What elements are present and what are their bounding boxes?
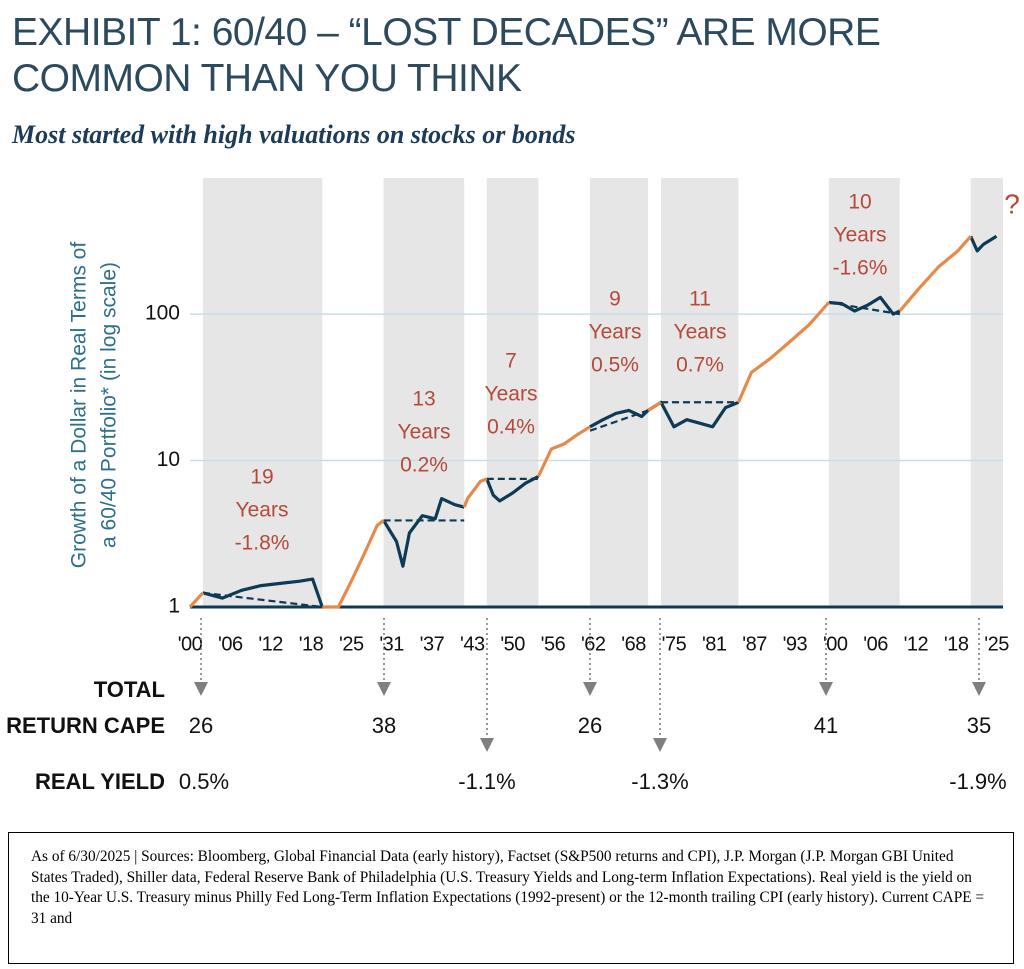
- y-tick-label: 100: [145, 302, 180, 325]
- x-tick-label: '81: [702, 633, 727, 655]
- annotation: 7: [505, 350, 517, 373]
- x-tick-label: '18: [944, 633, 969, 655]
- y-axis-title: Growth of a Dollar in Real Terms of: [68, 242, 91, 569]
- real-yield-value: -1.9%: [949, 769, 1006, 794]
- cape-value: 35: [967, 713, 991, 738]
- x-tick-label: '00: [178, 633, 203, 655]
- x-tick-label: '25: [984, 633, 1009, 655]
- annotation: 0.7%: [676, 354, 724, 377]
- cape-value: 41: [814, 713, 838, 738]
- pointer-arrow: [653, 738, 667, 752]
- x-tick-label: '43: [460, 633, 485, 655]
- annotation: 11: [689, 288, 711, 311]
- x-tick-label: '00: [823, 633, 848, 655]
- table-label: REAL YIELD: [35, 769, 165, 794]
- annotation: Years: [236, 499, 289, 522]
- pointer-arrow: [972, 682, 986, 696]
- real-yield-value: -1.3%: [631, 769, 688, 794]
- shaded-period: [828, 178, 900, 607]
- x-tick-label: '06: [218, 633, 243, 655]
- annotation: ?: [1004, 188, 1020, 219]
- table-label: TOTAL: [94, 677, 165, 702]
- shaded-period: [202, 178, 323, 607]
- cape-value: 26: [578, 713, 602, 738]
- annotation: Years: [398, 421, 451, 444]
- y-axis-title: a 60/40 Portfolio* (in log scale): [98, 262, 121, 548]
- x-tick-label: '12: [904, 633, 929, 655]
- x-tick-label: '56: [541, 633, 566, 655]
- shaded-period: [383, 178, 465, 607]
- x-tick-label: '62: [581, 633, 606, 655]
- series-line: [188, 235, 972, 609]
- chart-title: EXHIBIT 1: 60/40 – “LOST DECADES” ARE MO…: [12, 11, 881, 100]
- footnote: As of 6/30/2025 | Sources: Bloomberg, Gl…: [8, 832, 1014, 964]
- annotation: 0.4%: [487, 416, 535, 439]
- annotation: Years: [834, 224, 887, 247]
- shaded-period: [486, 178, 539, 607]
- annotation: 19: [250, 466, 273, 489]
- x-tick-label: '06: [863, 633, 888, 655]
- trend-line: [202, 591, 323, 609]
- annotation: Years: [674, 321, 727, 344]
- y-tick-label: 1: [168, 595, 180, 618]
- x-tick-label: '18: [299, 633, 324, 655]
- real-yield-value: 0.5%: [179, 769, 229, 794]
- x-tick-label: '68: [621, 633, 646, 655]
- x-tick-label: '93: [783, 633, 808, 655]
- annotation: Years: [589, 321, 642, 344]
- pointer-arrow: [194, 682, 208, 696]
- cape-value: 26: [189, 713, 213, 738]
- annotation: 9: [609, 288, 621, 311]
- annotation: 0.2%: [400, 454, 448, 477]
- x-tick-label: '50: [500, 633, 525, 655]
- shaded-period: [661, 178, 739, 607]
- x-tick-label: '31: [379, 633, 404, 655]
- annotation: -1.6%: [833, 257, 888, 280]
- annotation: 13: [412, 388, 435, 411]
- chart: 1 10 100 '00 '06 '12 '18 '25 '31 '37 '43 '50 '56 '62 '…: [6, 178, 1020, 794]
- x-tick-label: '12: [258, 633, 283, 655]
- real-yield-value: -1.1%: [458, 769, 515, 794]
- pointer-arrow: [583, 682, 597, 696]
- cape-value: 38: [372, 713, 396, 738]
- x-tick-label: '25: [339, 633, 364, 655]
- table-label: RETURN CAPE: [6, 713, 165, 738]
- x-tick-label: '75: [662, 633, 687, 655]
- pointer-arrow: [480, 738, 494, 752]
- annotation: 0.5%: [591, 354, 639, 377]
- pointer-arrow: [819, 682, 833, 696]
- pointer-arrow: [377, 682, 391, 696]
- annotation: 10: [848, 191, 871, 214]
- x-tick-label: '87: [742, 633, 767, 655]
- y-tick-label: 10: [157, 448, 180, 471]
- annotation: Years: [485, 383, 538, 406]
- x-tick-label: '37: [420, 633, 445, 655]
- chart-subtitle: Most started with high valuations on sto…: [12, 120, 576, 149]
- shaded-period: [590, 178, 649, 607]
- annotation: -1.8%: [235, 532, 290, 555]
